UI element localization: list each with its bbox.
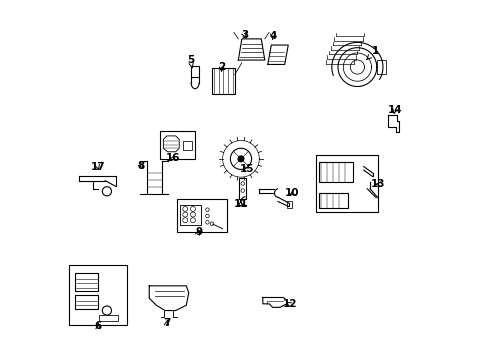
Bar <box>319 162 352 182</box>
Bar <box>177 198 226 232</box>
Bar <box>160 131 195 159</box>
Bar <box>180 205 201 225</box>
Text: 10: 10 <box>285 188 299 198</box>
Bar <box>75 274 98 291</box>
Bar <box>99 315 118 321</box>
Bar <box>376 60 385 74</box>
Bar <box>75 294 98 309</box>
Bar <box>319 193 347 207</box>
Bar <box>239 177 246 199</box>
Bar <box>183 141 191 150</box>
Text: 2: 2 <box>218 62 225 72</box>
Bar <box>211 68 234 94</box>
Text: 4: 4 <box>268 31 276 41</box>
Text: 14: 14 <box>386 105 401 115</box>
Bar <box>69 265 127 325</box>
Text: 13: 13 <box>370 179 385 189</box>
Text: 16: 16 <box>165 153 180 163</box>
Text: 3: 3 <box>241 30 247 40</box>
Text: 6: 6 <box>94 321 102 331</box>
Text: 17: 17 <box>90 162 105 172</box>
Text: 12: 12 <box>282 299 296 309</box>
Circle shape <box>238 156 244 162</box>
Bar <box>315 155 377 212</box>
Text: 9: 9 <box>195 226 202 237</box>
Text: 15: 15 <box>239 165 253 174</box>
Text: 7: 7 <box>163 318 170 328</box>
Text: 5: 5 <box>186 55 194 68</box>
Bar <box>286 201 291 208</box>
Bar <box>190 66 199 77</box>
Text: 8: 8 <box>138 161 145 171</box>
Text: 1: 1 <box>366 46 378 60</box>
Text: 11: 11 <box>233 199 247 209</box>
